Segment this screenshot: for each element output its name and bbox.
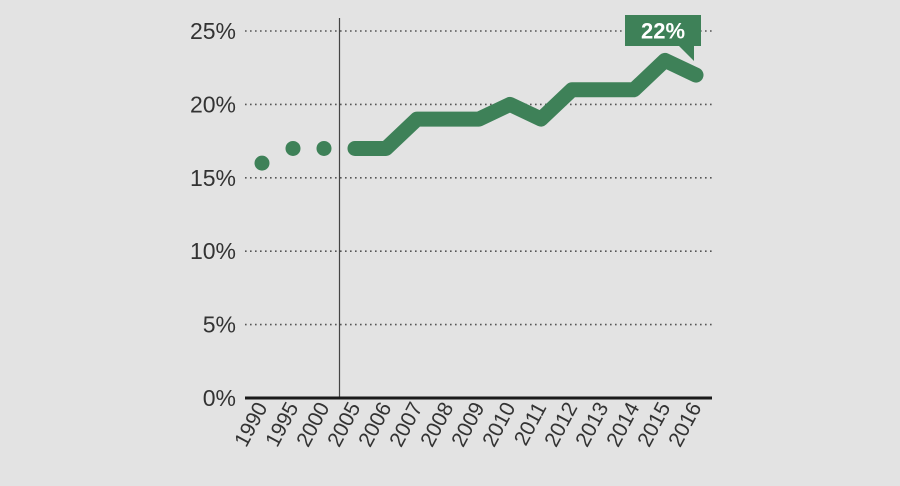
callout-label: 22% (641, 19, 685, 44)
series-line (347, 52, 704, 156)
y-tick-label: 25% (190, 18, 236, 44)
data-point-2009 (478, 118, 480, 120)
data-point-2010 (509, 103, 511, 105)
data-point-2015 (664, 59, 666, 61)
data-point-2012 (571, 89, 573, 91)
y-tick-label: 0% (203, 385, 236, 411)
y-axis: 0% 5% 10% 15% 20% 25% (190, 18, 236, 411)
callout-box (625, 15, 701, 46)
data-point-2008 (447, 118, 449, 120)
data-point-2007 (416, 118, 418, 120)
data-point-2005 (354, 147, 356, 149)
data-point-2016 (695, 74, 697, 76)
data-point-2013 (602, 89, 604, 91)
y-tick-label: 10% (190, 238, 236, 264)
y-tick-label: 20% (190, 91, 236, 117)
data-point-2011 (540, 118, 542, 120)
y-tick-label: 5% (203, 312, 236, 338)
y-tick-label: 15% (190, 165, 236, 191)
data-point-1995 (285, 140, 301, 156)
data-point-2014 (633, 89, 635, 91)
data-point-2006 (385, 147, 387, 149)
series-marks (254, 52, 704, 171)
data-point-2000 (316, 140, 332, 156)
x-axis: 1990199520002005200620072008200920102011… (230, 398, 706, 450)
data-point-1990 (254, 155, 270, 171)
callout-pointer (678, 45, 694, 62)
value-callout: 22% (625, 15, 701, 62)
